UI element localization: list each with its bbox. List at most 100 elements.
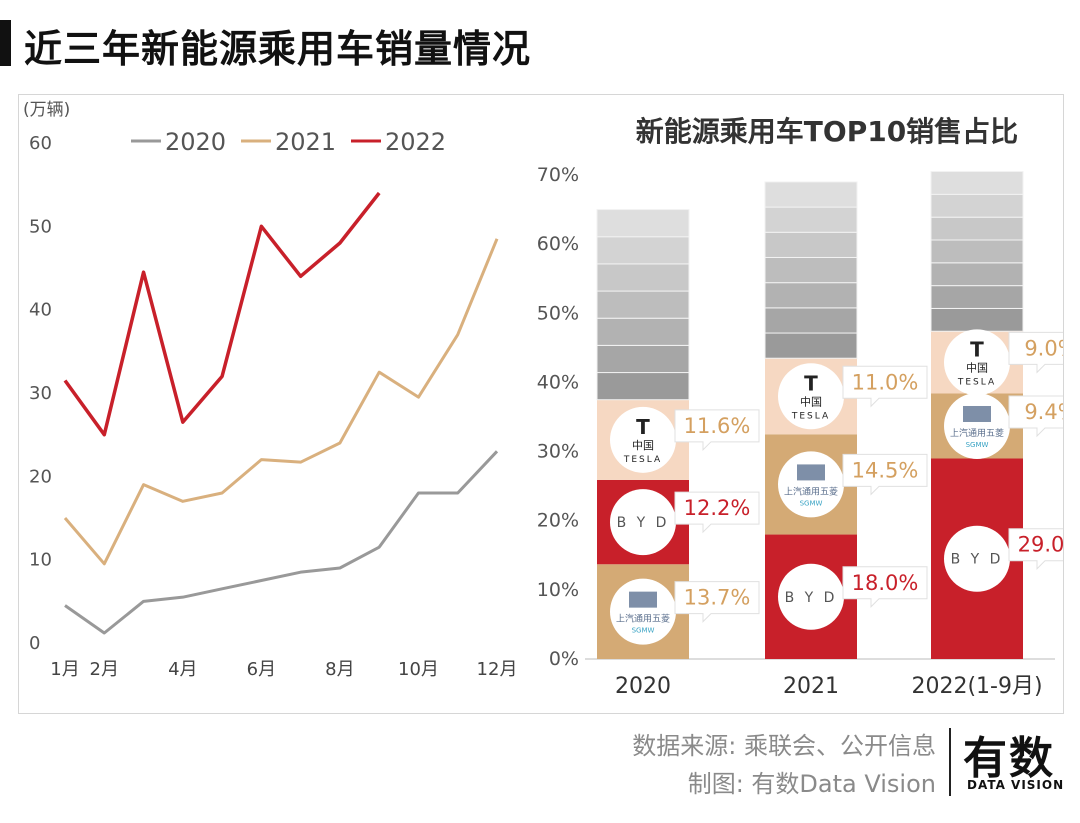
- stacked-bar-chart: 新能源乘用车TOP10销售占比 0% 10% 20% 30% 40% 50% 60% 70% 上汽…: [537, 115, 1080, 699]
- brand-logo-circle: [778, 563, 844, 630]
- bar-segment-other: [930, 216, 1024, 241]
- callout-box: [842, 453, 928, 496]
- tesla-logo-cn: 中国: [800, 395, 822, 408]
- series-line-2022: [63, 191, 381, 437]
- tesla-logo-text: TESLA: [957, 377, 996, 387]
- brand-logo-circle: [610, 406, 676, 473]
- bar-segment-other: [764, 206, 858, 233]
- y-tick-label: 50: [29, 216, 52, 237]
- y-tick-label: 20%: [537, 510, 579, 532]
- title-accent-bar: [0, 20, 11, 66]
- y-tick-label: 60: [29, 133, 52, 154]
- share-data-label: 9.4%: [1024, 400, 1063, 424]
- brand-logo: 有数: [963, 733, 1055, 784]
- bar-segment-other: [930, 307, 1024, 332]
- bar-segment-other: [930, 239, 1024, 264]
- share-data-label: 11.0%: [852, 370, 919, 394]
- callout-box: [1008, 331, 1080, 374]
- x-category-label: 2021: [783, 674, 839, 699]
- y-axis-unit: (万辆): [23, 100, 70, 120]
- series-line-2021: [63, 238, 499, 566]
- data-source: 数据来源: 乘联会、公开信息: [632, 732, 936, 760]
- y-tick-label: 70%: [537, 164, 579, 186]
- bar-segment-other: [764, 307, 858, 334]
- bar-segment-other: [764, 282, 858, 309]
- x-tick-label: 8月: [325, 659, 354, 680]
- tesla-logo-icon: T: [804, 371, 818, 395]
- tesla-logo-text: TESLA: [623, 455, 662, 465]
- bar-segment-other: [930, 171, 1024, 195]
- sgmw-logo-sub: SGMW: [800, 499, 823, 507]
- share-data-label: 14.5%: [852, 458, 919, 482]
- callout-box: [674, 581, 760, 623]
- sgmw-logo-sub: SGMW: [632, 627, 655, 635]
- charts-svg: (万辆) 0 10 20 30 40 50 60 1月 2月 4月 6月 8月 10月 12月 2020 202…: [23, 100, 1080, 699]
- legend-label-2021: 2021: [275, 128, 336, 156]
- callout-box: [842, 365, 928, 408]
- byd-logo-icon: B Y D: [951, 552, 1004, 568]
- y-tick-label: 0: [29, 633, 40, 654]
- bar-segment-other: [596, 372, 690, 401]
- bar-segment-other: [596, 263, 690, 292]
- share-data-label: 13.7%: [684, 586, 751, 610]
- sgmw-logo-text: 上汽通用五菱: [616, 613, 670, 625]
- x-tick-label: 4月: [168, 659, 197, 680]
- bar-segment-other: [764, 231, 858, 258]
- share-data-label: 18.0%: [852, 571, 919, 595]
- y-tick-label: 10%: [537, 579, 579, 601]
- tesla-logo-icon: T: [636, 415, 650, 439]
- sgmw-logo-text: 上汽通用五菱: [950, 427, 1004, 439]
- y-tick-label: 60%: [537, 233, 579, 255]
- x-category-label: 2022(1-9月): [911, 674, 1042, 699]
- sgmw-logo-icon: [797, 464, 825, 481]
- sgmw-logo-text: 上汽通用五菱: [784, 485, 838, 497]
- bar-segment-other: [596, 209, 690, 238]
- y-tick-label: 30%: [537, 441, 579, 463]
- sgmw-logo-icon: [963, 405, 991, 422]
- bar-segment-other: [930, 193, 1024, 218]
- brand-logo-circle: [610, 489, 676, 556]
- x-tick-label: 2月: [90, 659, 119, 680]
- callout-box: [1008, 395, 1080, 438]
- chart-credit: 制图: 有数Data Vision: [687, 770, 936, 798]
- x-tick-label: 10月: [398, 659, 439, 680]
- bar-segment-other: [930, 285, 1024, 309]
- bar-segment-other: [596, 290, 690, 319]
- byd-logo-icon: B Y D: [617, 515, 670, 531]
- sgmw-logo-sub: SGMW: [966, 441, 989, 449]
- legend-label-2022: 2022: [385, 128, 446, 156]
- bar-segment-other: [596, 236, 690, 265]
- page-title: 近三年新能源乘用车销量情况: [24, 27, 532, 71]
- y-tick-label: 10: [29, 550, 52, 571]
- brand-logo-circle: [778, 363, 844, 430]
- x-tick-label: 1月: [50, 659, 79, 680]
- share-data-label: 11.6%: [684, 414, 751, 438]
- brand-logo-circle: [778, 451, 844, 518]
- x-category-label: 2020: [615, 674, 671, 699]
- sgmw-logo-icon: [629, 591, 657, 608]
- bar-chart-title: 新能源乘用车TOP10销售占比: [636, 115, 1018, 148]
- bar-segment-other: [764, 181, 858, 208]
- y-tick-label: 20: [29, 466, 52, 487]
- y-tick-label: 40: [29, 300, 52, 321]
- byd-logo-icon: B Y D: [785, 590, 838, 606]
- brand-logo-subtitle: DATA VISION: [967, 778, 1065, 792]
- bar-segment-other: [930, 262, 1024, 287]
- tesla-logo-cn: 中国: [966, 361, 988, 374]
- bar-segment-other: [764, 256, 858, 284]
- y-tick-label: 50%: [537, 302, 579, 324]
- tesla-logo-cn: 中国: [632, 439, 654, 452]
- tesla-logo-icon: T: [970, 337, 984, 361]
- legend-label-2020: 2020: [165, 128, 226, 156]
- footer-divider: [949, 728, 951, 796]
- share-data-label: 29.0%: [1018, 533, 1063, 557]
- callout-box: [674, 491, 760, 534]
- tesla-logo-text: TESLA: [791, 411, 830, 421]
- share-data-label: 9.0%: [1024, 336, 1063, 360]
- bar-segment-other: [596, 317, 690, 346]
- callout-box: [842, 566, 928, 608]
- y-tick-label: 0%: [549, 648, 579, 670]
- bar-segment-other: [764, 332, 858, 359]
- x-tick-label: 6月: [247, 659, 276, 680]
- share-data-label: 12.2%: [684, 496, 751, 520]
